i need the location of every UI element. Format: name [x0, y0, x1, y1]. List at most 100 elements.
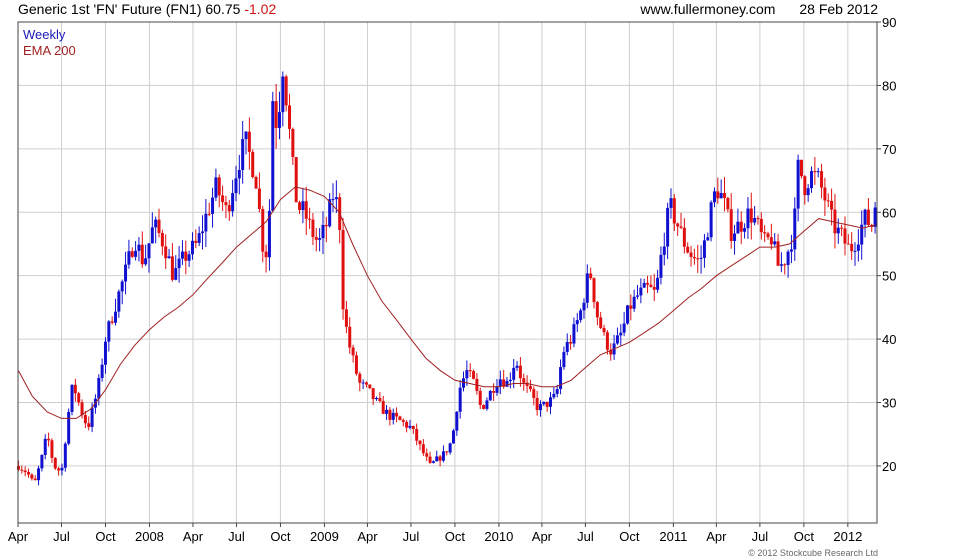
candle — [157, 208, 161, 238]
candle-body — [67, 411, 71, 444]
candle-body — [441, 451, 445, 461]
candle — [749, 192, 753, 240]
candle — [569, 335, 573, 350]
candle — [267, 199, 271, 271]
candle-body — [569, 342, 573, 344]
candle-body — [274, 101, 278, 128]
candle — [739, 211, 743, 245]
candle — [214, 168, 218, 202]
candle-body — [77, 393, 81, 403]
candle-body — [341, 230, 345, 310]
candle-body — [659, 254, 663, 278]
candle-body — [830, 200, 834, 210]
candle-body — [137, 244, 141, 251]
candle-body — [753, 218, 757, 223]
candle-body — [20, 469, 24, 471]
candle — [682, 218, 686, 254]
candle — [227, 199, 231, 221]
candle — [201, 215, 205, 250]
candle-body — [699, 257, 703, 259]
candle — [625, 304, 629, 325]
candle-body — [853, 250, 857, 252]
candle — [385, 405, 389, 420]
candle — [542, 401, 546, 407]
candle-body — [277, 112, 281, 128]
candle-body — [662, 246, 666, 255]
candle-body — [806, 188, 810, 196]
plot-frame — [17, 21, 878, 524]
candle-body — [50, 440, 54, 458]
candle-body — [813, 171, 817, 173]
candle-body — [358, 373, 362, 383]
candle — [532, 386, 536, 406]
candle-body — [207, 213, 211, 215]
candle — [482, 404, 486, 410]
site-name: www.fullermoney.com — [640, 1, 776, 17]
candle-body — [23, 470, 27, 473]
candle — [23, 466, 27, 477]
candle — [786, 249, 790, 278]
candle-body — [769, 237, 773, 245]
candle-body — [656, 277, 660, 290]
y-tick-label: 70 — [882, 142, 896, 157]
candle-body — [448, 443, 452, 453]
candle — [63, 441, 67, 472]
candle — [40, 454, 44, 472]
candle — [348, 317, 352, 354]
candle — [793, 197, 797, 261]
candle-body — [873, 207, 877, 227]
candle — [100, 358, 104, 382]
candle — [415, 423, 419, 446]
x-tick-label: Apr — [183, 529, 204, 544]
candle-body — [512, 367, 516, 380]
candle — [207, 202, 211, 217]
candle — [679, 212, 683, 230]
candle — [441, 445, 445, 463]
candle — [756, 215, 760, 225]
candle — [830, 188, 834, 226]
candle-body — [605, 332, 609, 350]
candle — [254, 175, 258, 189]
candle — [371, 387, 375, 406]
candle — [288, 93, 292, 139]
candle — [314, 228, 318, 252]
candle-body — [542, 401, 546, 405]
candle-body — [154, 219, 158, 228]
candle-body — [498, 379, 502, 387]
x-tick-label: 2010 — [484, 529, 513, 544]
candle-body — [779, 264, 783, 266]
y-tick-label: 60 — [882, 205, 896, 220]
candle — [696, 244, 700, 273]
candle-body — [632, 296, 636, 309]
candle — [344, 300, 348, 334]
candle — [294, 156, 298, 203]
candle-body — [127, 251, 131, 265]
candle — [321, 211, 325, 255]
grid — [17, 21, 877, 523]
x-tick-label: 2011 — [659, 529, 687, 544]
candle-body — [559, 367, 563, 390]
candle-body — [472, 371, 476, 379]
candle — [83, 410, 87, 428]
candle-body — [856, 244, 860, 251]
candle — [130, 247, 134, 259]
candle-body — [639, 287, 643, 296]
candle-body — [525, 382, 529, 386]
candle-body — [318, 238, 322, 240]
candlesticks — [16, 71, 877, 486]
candle-body — [57, 468, 61, 471]
x-tick-label: Apr — [706, 529, 727, 544]
candle-body — [840, 227, 844, 229]
candle — [816, 167, 820, 178]
candle-body — [408, 425, 412, 428]
candle — [425, 448, 429, 462]
candle-body — [73, 384, 77, 394]
candle — [789, 234, 793, 264]
candle-body — [826, 200, 830, 202]
y-tick-label: 50 — [882, 269, 896, 284]
candle-body — [585, 273, 589, 303]
candle-body — [538, 404, 542, 411]
candle-body — [636, 295, 640, 297]
candle — [609, 343, 613, 361]
